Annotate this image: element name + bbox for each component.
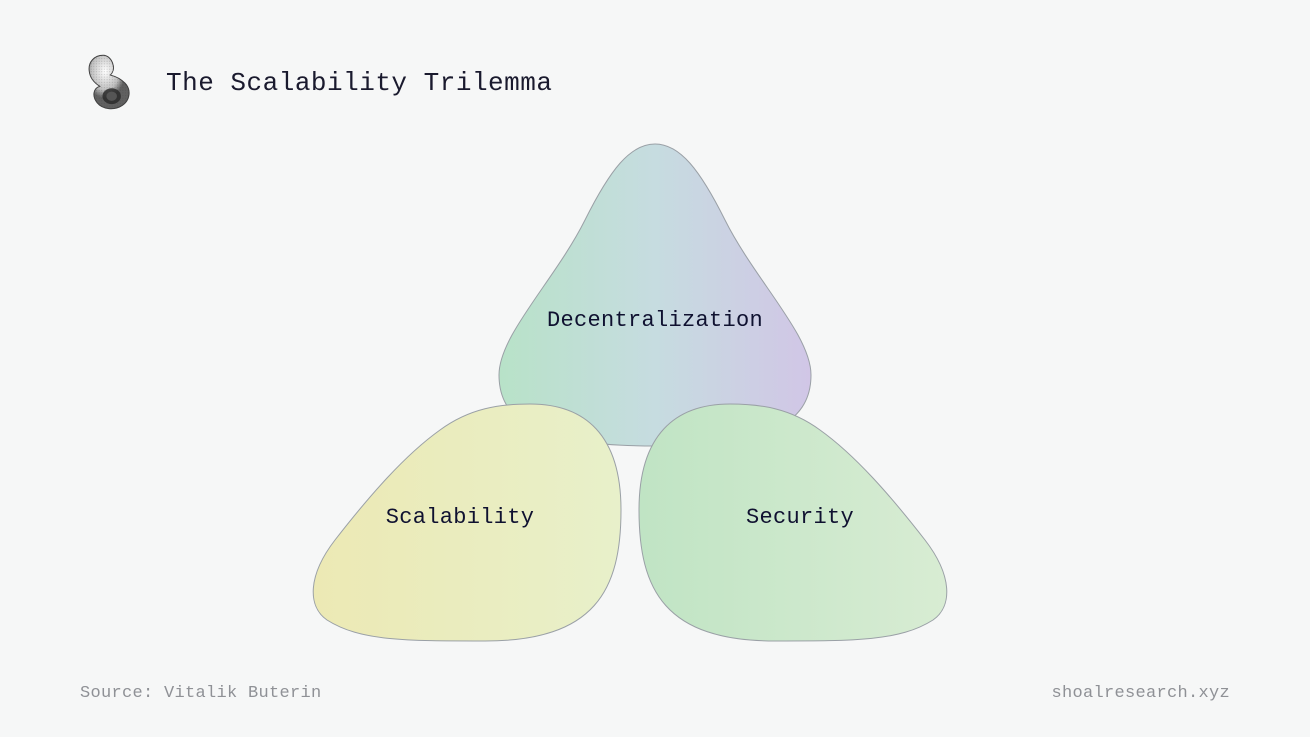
source-label: Source: Vitalik Buterin (80, 684, 322, 703)
header: The Scalability Trilemma (80, 50, 552, 116)
site-label: shoalresearch.xyz (1051, 684, 1230, 703)
page-title: The Scalability Trilemma (166, 68, 552, 98)
node-label: Security (746, 505, 854, 530)
shell-icon (80, 50, 146, 116)
node-label: Scalability (386, 505, 535, 530)
trilemma-diagram: Decentralization Scalability S (305, 140, 1005, 660)
node-label: Decentralization (547, 308, 763, 333)
node-security: Security (635, 400, 955, 645)
footer: Source: Vitalik Buterin shoalresearch.xy… (80, 684, 1230, 703)
node-scalability: Scalability (305, 400, 625, 645)
